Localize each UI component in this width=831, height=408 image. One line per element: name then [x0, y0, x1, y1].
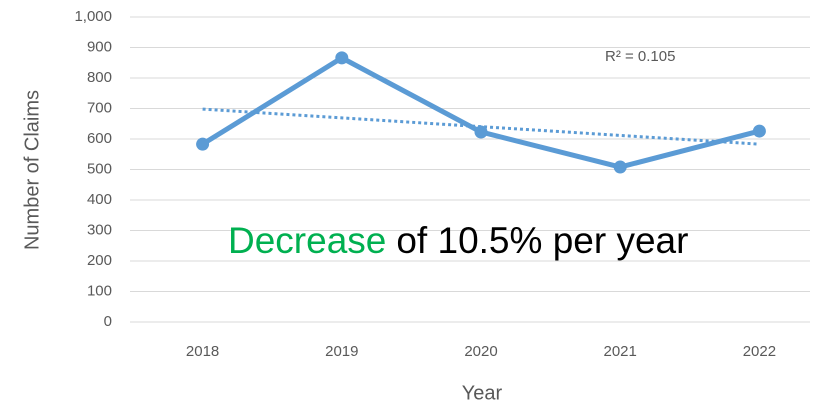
x-tick-label: 2022	[743, 343, 776, 360]
y-tick-label: 600	[87, 130, 112, 147]
y-tick-label: 500	[87, 160, 112, 177]
y-axis-title: Number of Claims	[21, 90, 43, 250]
y-tick-label: 0	[104, 313, 112, 330]
y-tick-label: 400	[87, 191, 112, 208]
x-tick-label: 2020	[464, 343, 497, 360]
y-tick-label: 200	[87, 252, 112, 269]
series-line	[201, 55, 761, 170]
y-tick-label: 900	[87, 38, 112, 55]
y-tick-label: 300	[87, 221, 112, 238]
point	[752, 124, 766, 138]
annotation-rest: of 10.5% per year	[396, 220, 688, 261]
point	[335, 51, 349, 65]
y-tick-label: 700	[87, 99, 112, 116]
y-tick-label: 1,000	[74, 8, 112, 25]
r-squared: R² = 0.105	[605, 48, 675, 65]
x-axis-title: Year	[462, 382, 503, 404]
x-tick-label: 2019	[325, 343, 358, 360]
point	[613, 160, 627, 174]
point	[196, 137, 210, 151]
x-tick-label: 2021	[604, 343, 637, 360]
x-tick-label: 2018	[186, 343, 219, 360]
annotation-highlight: Decrease	[228, 220, 386, 261]
point	[474, 125, 488, 139]
y-tick-label: 800	[87, 69, 112, 86]
annotation: Decrease of 10.5% per year	[228, 220, 688, 261]
y-tick-label: 100	[87, 282, 112, 299]
